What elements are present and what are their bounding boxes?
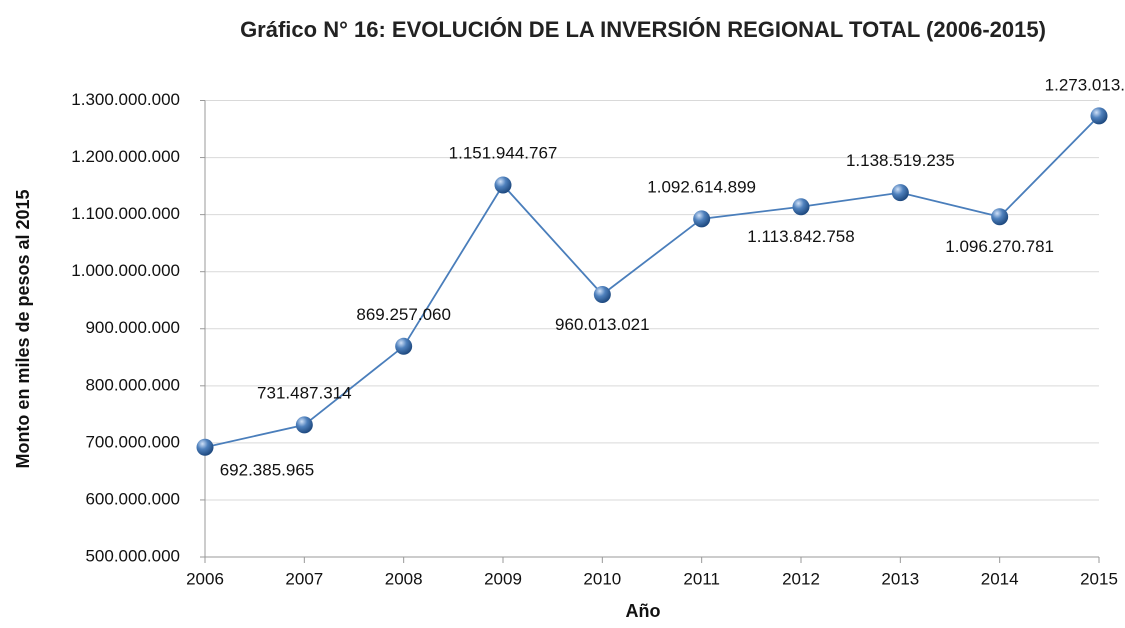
x-tick-label: 2010 (583, 569, 621, 588)
x-tick-label: 2008 (385, 569, 423, 588)
point (196, 438, 214, 456)
data-label: 1.092.614.899 (647, 177, 756, 196)
x-tick-label: 2013 (881, 569, 919, 588)
x-tick-label: 2007 (285, 569, 323, 588)
data-label: 1.138.519.235 (846, 151, 955, 170)
y-tick-label: 1.100.000.000 (71, 204, 180, 223)
point (693, 210, 711, 228)
data-label: 1.113.842.758 (747, 227, 854, 246)
point (593, 286, 611, 304)
y-tick-label: 900.000.000 (85, 318, 180, 337)
x-tick-label: 2014 (981, 569, 1019, 588)
data-label: 692.385.965 (220, 461, 315, 480)
point (891, 184, 909, 202)
point (792, 198, 810, 216)
y-tick-label: 800.000.000 (85, 375, 180, 394)
y-tick-label: 1.200.000.000 (71, 147, 180, 166)
point (395, 337, 413, 355)
point (295, 416, 313, 434)
x-tick-label: 2009 (484, 569, 522, 588)
y-tick-label: 1.000.000.000 (71, 261, 180, 280)
data-label: 960.013.021 (555, 315, 650, 334)
y-axis-label: Monto en miles de pesos al 2015 (13, 189, 33, 468)
data-label: 1.096.270.781 (945, 237, 1054, 256)
y-tick-label: 500.000.000 (85, 546, 180, 565)
point (494, 176, 512, 194)
data-label: 1.273.013.859 (1045, 75, 1125, 94)
x-tick-label: 2015 (1080, 569, 1118, 588)
y-tick-label: 700.000.000 (85, 432, 180, 451)
data-label: 731.487.314 (257, 383, 352, 402)
point (1090, 107, 1108, 125)
data-label: 869.257.060 (356, 305, 451, 324)
y-tick-label: 600.000.000 (85, 489, 180, 508)
data-label: 1.151.944.767 (449, 143, 558, 162)
point (991, 208, 1009, 226)
line (204, 115, 1100, 449)
x-tick-label: 2006 (186, 569, 224, 588)
x-axis-label: Año (626, 601, 661, 621)
chart-title: Gráfico N° 16: EVOLUCIÓN DE LA INVERSIÓN… (240, 17, 1046, 42)
y-tick-label: 1.300.000.000 (71, 90, 180, 109)
x-tick-label: 2011 (683, 569, 720, 588)
x-tick-label: 2012 (782, 569, 820, 588)
